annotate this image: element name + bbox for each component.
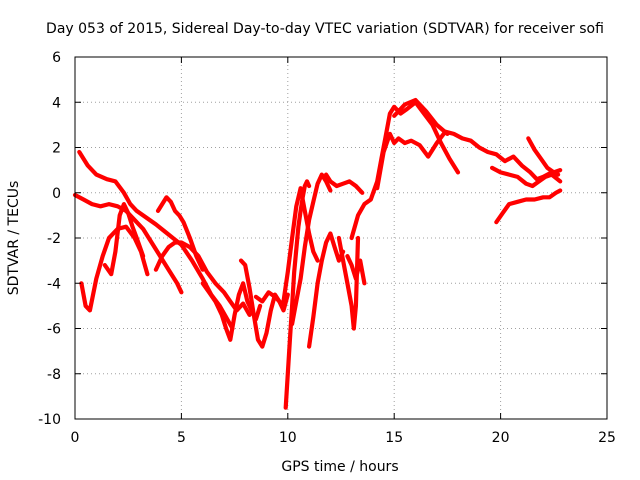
x-axis-label: GPS time / hours <box>281 459 398 475</box>
series-arc-16 <box>345 254 367 286</box>
x-tick-labels: 0 5 10 15 20 25 <box>71 430 616 446</box>
grid-lines <box>75 57 607 419</box>
y-tick-labels: 6 4 2 0 -2 -4 -6 -8 -10 <box>38 50 61 428</box>
y-tick-label: -4 <box>47 276 61 292</box>
y-tick-label: 4 <box>52 95 61 111</box>
x-tick-label: 20 <box>492 430 510 446</box>
chart-title: Day 053 of 2015, Sidereal Day-to-day VTE… <box>46 21 604 37</box>
data-series <box>72 97 563 410</box>
x-tick-label: 25 <box>598 430 616 446</box>
y-tick-label: 2 <box>52 141 61 157</box>
series-arc-12 <box>290 172 333 327</box>
axis-ticks <box>74 56 608 420</box>
series-arc-20 <box>490 165 563 189</box>
series-arc-6 <box>155 195 205 272</box>
x-tick-label: 15 <box>385 430 403 446</box>
series-arc-18 <box>375 129 561 191</box>
y-tick-label: -8 <box>47 367 61 383</box>
series-arc-9 <box>253 290 288 306</box>
y-tick-label: 6 <box>52 50 61 66</box>
series-arc-21 <box>526 136 563 175</box>
x-tick-label: 10 <box>279 430 297 446</box>
series-arc-17 <box>349 100 461 241</box>
series-arc-11 <box>281 186 320 304</box>
x-tick-label: 0 <box>71 430 80 446</box>
y-tick-label: -6 <box>47 322 61 338</box>
series-arc-10 <box>283 179 312 410</box>
series-arc-14 <box>324 172 365 195</box>
series-arc-22 <box>494 188 563 225</box>
series-arc-19 <box>392 97 450 136</box>
y-tick-label: -2 <box>47 231 61 247</box>
series-arc-1 <box>77 149 235 331</box>
y-tick-label: -10 <box>38 412 61 428</box>
x-tick-label: 5 <box>177 430 186 446</box>
series-arc-4 <box>102 202 146 277</box>
series-arc-13 <box>307 231 346 349</box>
y-axis-label: SDTVAR / TECUs <box>6 181 22 296</box>
y-tick-label: 0 <box>52 186 61 202</box>
series-arc-15 <box>336 235 361 331</box>
